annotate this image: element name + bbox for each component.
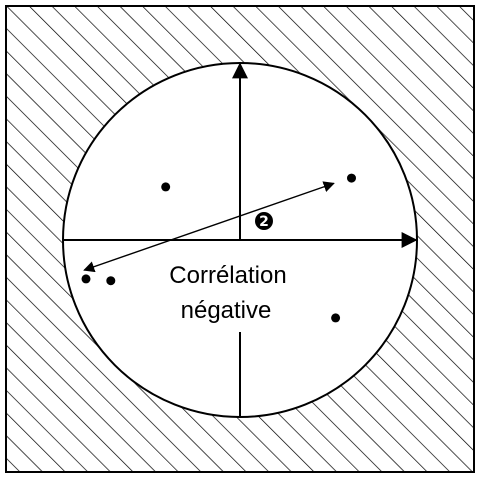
caption-line-1: Corrélation	[169, 262, 286, 289]
trend-arrow	[83, 181, 335, 273]
data-point-5	[331, 313, 341, 323]
number-badge: 2	[255, 212, 273, 230]
badge-number: 2	[259, 214, 269, 230]
badge-circle	[255, 212, 273, 230]
data-point-2	[347, 173, 356, 183]
data-point-1	[161, 182, 171, 192]
trend-arrow-group	[83, 181, 335, 273]
data-point-3	[81, 274, 91, 284]
caption-line-2: négative	[181, 297, 272, 324]
data-point-4	[106, 276, 116, 286]
